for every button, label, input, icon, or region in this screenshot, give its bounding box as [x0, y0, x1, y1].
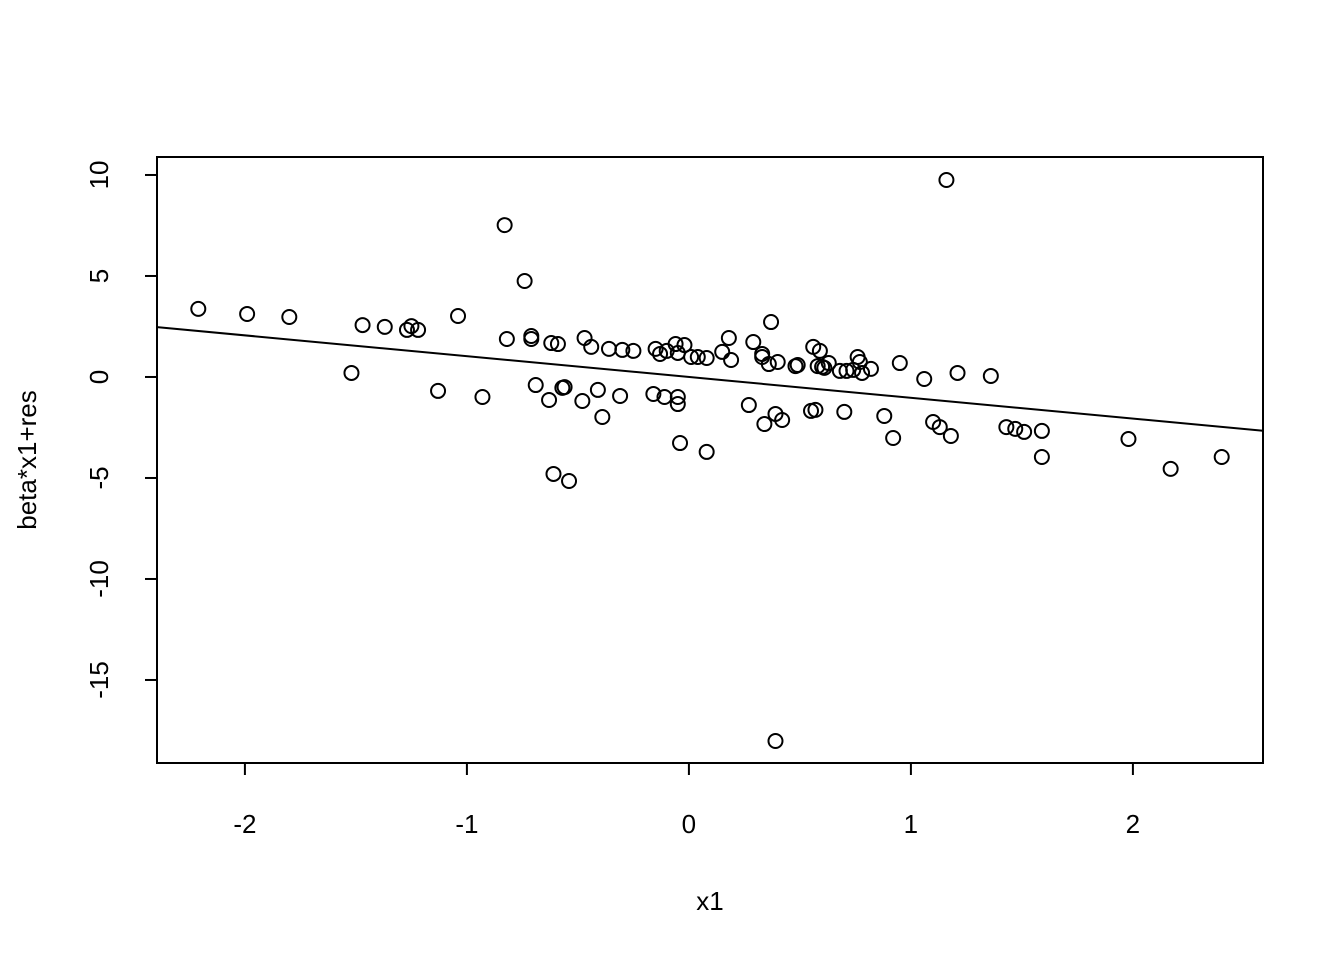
point	[714, 343, 731, 360]
y-tick-label: -10	[84, 560, 114, 598]
point	[949, 364, 966, 381]
point	[672, 435, 689, 452]
point	[769, 354, 786, 371]
point	[774, 412, 791, 429]
x-tick-label: 0	[682, 809, 696, 839]
point	[430, 382, 447, 399]
point	[876, 407, 893, 424]
point	[612, 387, 629, 404]
point	[669, 396, 686, 413]
x-tick-label: 1	[904, 809, 918, 839]
point	[376, 318, 393, 335]
point	[676, 337, 693, 354]
point	[756, 416, 773, 433]
point	[885, 429, 902, 446]
point	[807, 401, 824, 418]
point	[1016, 423, 1033, 440]
y-tick-label: 10	[84, 161, 114, 190]
point	[760, 356, 777, 373]
point	[239, 305, 256, 322]
point	[811, 342, 828, 359]
point	[343, 364, 360, 381]
point	[838, 362, 855, 379]
point	[190, 300, 207, 317]
point	[683, 348, 700, 365]
point	[667, 336, 684, 353]
point	[723, 352, 740, 369]
point	[998, 419, 1015, 436]
point	[410, 321, 427, 338]
point	[916, 370, 933, 387]
point	[1120, 430, 1137, 447]
point	[589, 381, 606, 398]
point	[281, 308, 298, 325]
y-tick-label: 5	[84, 269, 114, 283]
y-tick-label: 0	[84, 370, 114, 384]
point	[720, 329, 737, 346]
point	[561, 473, 578, 490]
point	[516, 273, 533, 290]
point	[1162, 460, 1179, 477]
x-tick-label: 2	[1126, 809, 1140, 839]
point	[942, 427, 959, 444]
point	[474, 388, 491, 405]
point	[689, 348, 706, 365]
point	[450, 307, 467, 324]
point	[398, 321, 415, 338]
point	[549, 336, 566, 353]
point	[938, 172, 955, 189]
point	[767, 732, 784, 749]
plot-frame	[156, 156, 1264, 764]
point	[496, 217, 513, 234]
fit-line	[157, 326, 1263, 432]
point	[740, 397, 757, 414]
point	[669, 388, 686, 405]
point	[574, 393, 591, 410]
point	[1213, 448, 1230, 465]
point	[645, 385, 662, 402]
point	[583, 338, 600, 355]
y-tick-label: -5	[84, 466, 114, 489]
point	[698, 349, 715, 366]
point	[594, 408, 611, 425]
point	[545, 465, 562, 482]
point	[816, 359, 833, 376]
point	[614, 341, 631, 358]
point	[891, 355, 908, 372]
point	[1007, 420, 1024, 437]
point	[820, 355, 837, 372]
point	[354, 317, 371, 334]
point	[789, 357, 806, 374]
point	[541, 392, 558, 409]
x-tick-label: -1	[455, 809, 478, 839]
point	[763, 314, 780, 331]
point	[498, 331, 515, 348]
point	[556, 379, 573, 396]
point	[836, 403, 853, 420]
point	[745, 334, 762, 351]
point	[1033, 422, 1050, 439]
point	[543, 335, 560, 352]
x-axis-label: x1	[696, 886, 723, 916]
point	[625, 342, 642, 359]
point	[854, 364, 871, 381]
point	[862, 360, 879, 377]
point	[982, 367, 999, 384]
point	[600, 340, 617, 357]
point	[931, 419, 948, 436]
x-tick-label: -2	[233, 809, 256, 839]
point	[523, 331, 540, 348]
point	[527, 377, 544, 394]
y-tick-label: -15	[84, 661, 114, 699]
y-axis-label: beta*x1+res	[12, 390, 42, 529]
point	[1033, 448, 1050, 465]
point	[698, 443, 715, 460]
point	[647, 340, 664, 357]
